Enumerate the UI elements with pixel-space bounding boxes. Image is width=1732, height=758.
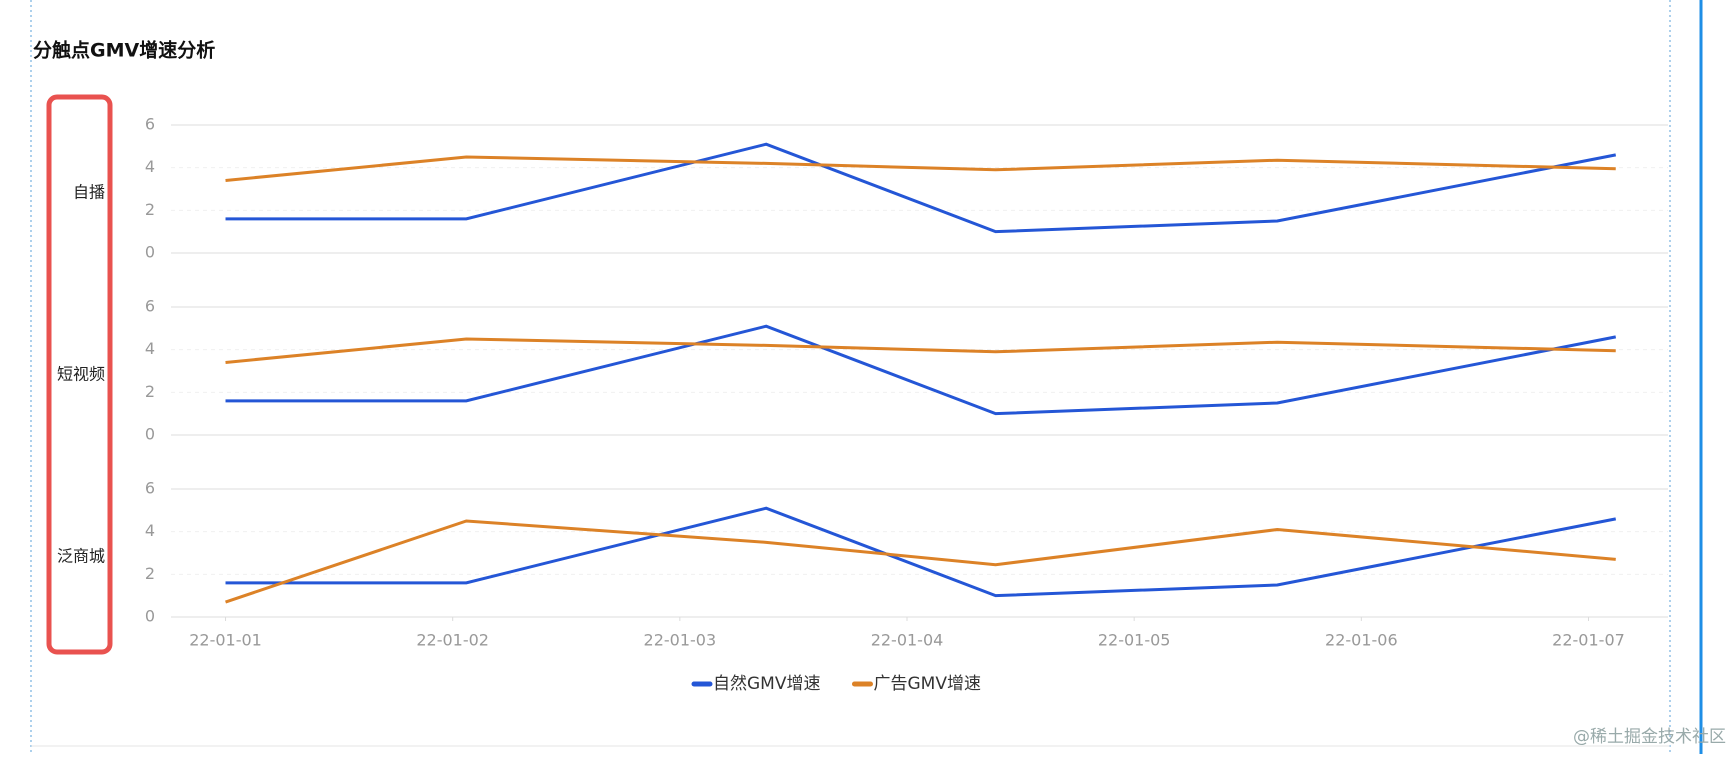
series-line	[225, 337, 1616, 364]
y-tick-label: 6	[145, 115, 155, 134]
facet-label: 短视频	[57, 365, 105, 384]
y-tick-label: 0	[145, 243, 155, 262]
y-tick-label: 6	[145, 479, 155, 498]
watermark: @稀土掘金技术社区	[1573, 727, 1726, 747]
y-tick-label: 2	[145, 382, 155, 401]
x-tick-label: 22-01-07	[1552, 631, 1625, 650]
facet-label: 自播	[73, 183, 105, 202]
series-line	[225, 519, 1616, 604]
series-line	[225, 506, 1617, 598]
x-tick-label: 22-01-01	[189, 631, 262, 650]
series-line	[225, 324, 1617, 416]
y-tick-label: 4	[145, 157, 155, 176]
legend-label: 广告GMV增速	[873, 674, 980, 694]
series-line	[225, 155, 1616, 182]
y-tick-label: 2	[145, 564, 155, 583]
facet-label: 泛商城	[57, 547, 105, 566]
x-tick-label: 22-01-03	[644, 631, 717, 650]
chart-title: 分触点GMV增速分析	[33, 39, 215, 62]
y-tick-label: 0	[145, 425, 155, 444]
highlight-box	[46, 94, 113, 655]
y-tick-label: 4	[145, 339, 155, 358]
y-tick-label: 2	[145, 200, 155, 219]
x-tick-label: 22-01-02	[416, 631, 489, 650]
series-line	[225, 142, 1617, 234]
y-tick-label: 0	[145, 607, 155, 626]
x-tick-label: 22-01-05	[1098, 631, 1171, 650]
x-tick-label: 22-01-04	[871, 631, 944, 650]
legend-label: 自然GMV增速	[713, 674, 820, 694]
y-tick-label: 6	[145, 297, 155, 316]
y-tick-label: 4	[145, 521, 155, 540]
x-tick-label: 22-01-06	[1325, 631, 1398, 650]
